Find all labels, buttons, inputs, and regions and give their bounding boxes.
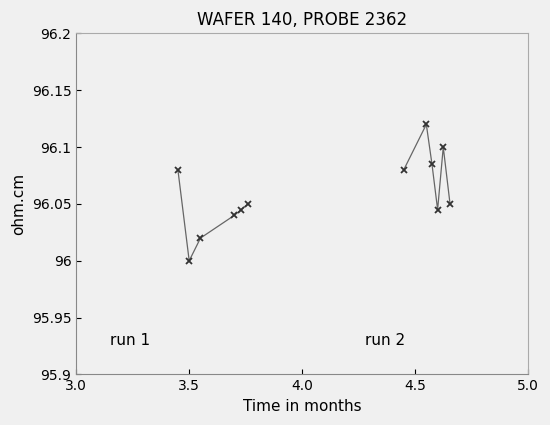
Y-axis label: ohm.cm: ohm.cm (11, 173, 26, 235)
Text: run 2: run 2 (365, 333, 405, 348)
X-axis label: Time in months: Time in months (243, 399, 361, 414)
Title: WAFER 140, PROBE 2362: WAFER 140, PROBE 2362 (197, 11, 407, 29)
Text: run 1: run 1 (110, 333, 150, 348)
